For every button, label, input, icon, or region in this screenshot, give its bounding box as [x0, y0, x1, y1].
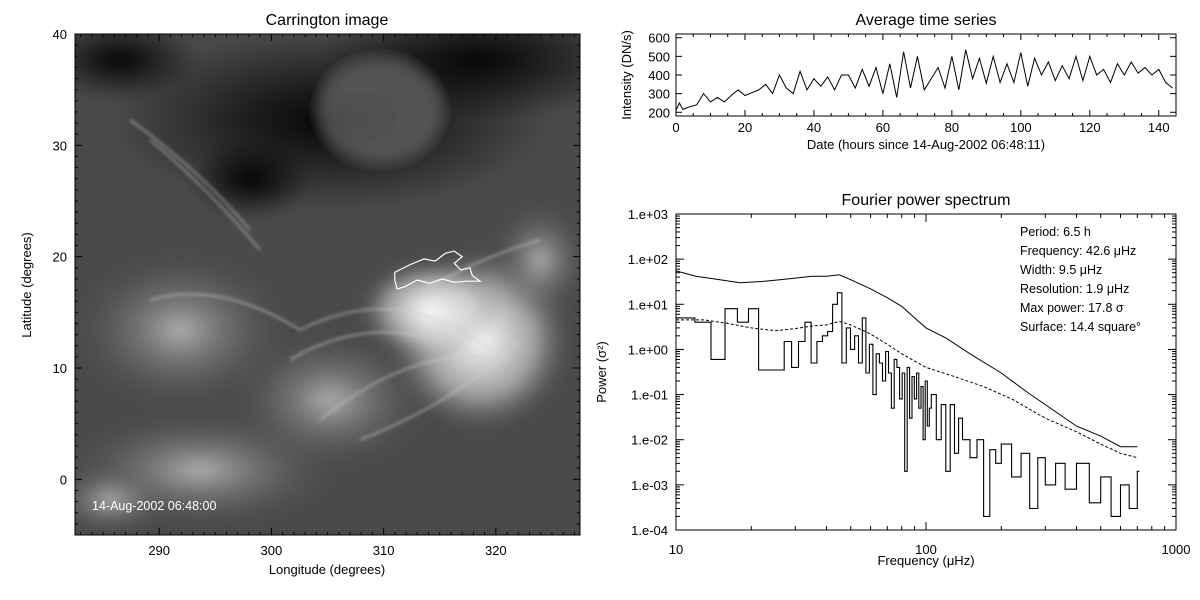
spectrum-ytick-label: 1.e-03: [631, 478, 668, 493]
annotation-surface: Surface: 14.4 square°: [1020, 320, 1141, 334]
timeseries-xlabel: Date (hours since 14-Aug-2002 06:48:11): [807, 137, 1045, 152]
timeseries-ytick-label: 500: [648, 49, 670, 64]
timeseries-xtick-label: 120: [1079, 120, 1101, 135]
timeseries-xtick-label: 20: [738, 120, 752, 135]
carrington-timestamp: 14-Aug-2002 06:48:00: [92, 499, 216, 513]
carrington-ticks: 290 300 310 320 0 10 20 30 40: [53, 27, 580, 558]
timeseries-xtick-label: 0: [672, 120, 679, 135]
spectrum-ytick-label: 1.e-02: [631, 433, 668, 448]
spectrum-ytick-label: 1.e+02: [628, 252, 668, 267]
carrington-image: 14-Aug-2002 06:48:00: [75, 34, 580, 535]
timeseries-xtick-label: 140: [1148, 120, 1170, 135]
spectrum-annotations: Period: 6.5 h Frequency: 42.6 μHz Width:…: [1020, 225, 1141, 334]
spectrum-xlabel: Frequency (μHz): [877, 553, 974, 568]
carrington-ytick-label: 10: [53, 361, 67, 376]
timeseries-marks: [675, 49, 1173, 111]
carrington-xtick-label: 300: [261, 543, 283, 558]
carrington-xtick-label: 310: [373, 543, 395, 558]
timeseries-ytick-label: 200: [648, 105, 670, 120]
timeseries-ytick-label: 600: [648, 31, 670, 46]
carrington-title: Carrington image: [266, 12, 389, 29]
timeseries-ylabel: Intensity (DN/s): [619, 30, 634, 120]
annotation-period: Period: 6.5 h: [1020, 225, 1091, 239]
spectrum-ytick-label: 1.e+01: [628, 297, 668, 312]
carrington-ylabel: Latitude (degrees): [19, 232, 34, 338]
spectrum-series-solid: [675, 270, 1138, 448]
spectrum-ytick-label: 1.e+00: [628, 342, 668, 357]
carrington-ytick-label: 30: [53, 138, 67, 153]
timeseries-ytick-label: 300: [648, 87, 670, 102]
spectrum-series-histogram: [676, 292, 1140, 517]
timeseries-title: Average time series: [855, 12, 996, 29]
spectrum-marks: [675, 270, 1140, 517]
carrington-xtick-label: 320: [485, 543, 507, 558]
spectrum-ylabel: Power (σ²): [594, 341, 609, 402]
annotation-resolution: Resolution: 1.9 μHz: [1020, 282, 1129, 296]
spectrum-ytick-label: 1.e+03: [628, 207, 668, 222]
timeseries-xtick-label: 80: [945, 120, 959, 135]
roi-contour: [394, 250, 482, 290]
carrington-ytick-label: 40: [53, 27, 67, 42]
carrington-xtick-label: 290: [148, 543, 170, 558]
spectrum-xtick-label: 1000: [1162, 542, 1191, 557]
spectrum-ytick-label: 1.e-04: [631, 523, 668, 538]
annotation-width: Width: 9.5 μHz: [1020, 263, 1102, 277]
timeseries-line: [675, 49, 1173, 111]
timeseries-xtick-label: 40: [807, 120, 821, 135]
timeseries-ticks: 0 20 40 60 80 100 120 140 200 300 400 500 600: [648, 31, 1176, 135]
carrington-panel: Carrington image: [19, 12, 581, 577]
spectrum-xtick-label: 10: [669, 542, 683, 557]
carrington-ytick-label: 0: [60, 472, 67, 487]
carrington-ytick-label: 20: [53, 250, 67, 265]
spectrum-title: Fourier power spectrum: [842, 192, 1011, 209]
spectrum-xtick-label: 100: [915, 542, 937, 557]
timeseries-xtick-label: 100: [1010, 120, 1032, 135]
spectrum-series-dashed: [676, 319, 1138, 459]
timeseries-ytick-label: 400: [648, 68, 670, 83]
timeseries-xtick-label: 60: [876, 120, 890, 135]
carrington-xlabel: Longitude (degrees): [269, 562, 385, 577]
spectrum-ytick-label: 1.e-01: [631, 388, 668, 403]
spectrum-panel: Fourier power spectrum 10 100 1000 1.e-04 1.…: [594, 192, 1190, 568]
annotation-max-power: Max power: 17.8 σ: [1020, 301, 1124, 315]
timeseries-panel: Average time series 0 20 40 60 80 100 120 140 20…: [619, 12, 1177, 152]
annotation-frequency: Frequency: 42.6 μHz: [1020, 244, 1136, 258]
